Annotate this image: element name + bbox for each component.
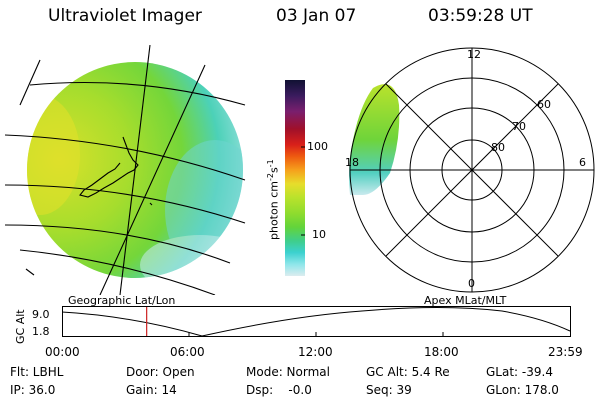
time-label: 03:59:28 UT: [428, 6, 533, 26]
mlat-label-70: 70: [512, 120, 526, 133]
glon-info: GLon: 178.0: [486, 383, 559, 397]
timeline-ylabel: GC Alt: [14, 309, 27, 344]
color-bar: [285, 80, 305, 276]
polar-mlt-plot: [349, 47, 595, 293]
geographic-map: [4, 45, 246, 295]
mlt-label-0: 0: [468, 277, 475, 290]
altitude-curve: [62, 307, 571, 337]
mlt-label-12: 12: [467, 48, 481, 61]
auroral-image-segment: [349, 84, 400, 195]
glat-info: GLat: -39.4: [486, 365, 553, 379]
mlat-label-60: 60: [537, 98, 551, 111]
mode-info: Mode: Normal: [246, 365, 330, 379]
polar-grid: [349, 47, 595, 293]
colorbar-tick-100: 100: [307, 140, 328, 153]
app-title: Ultraviolet Imager: [48, 6, 202, 26]
timeline-xtick-2359: 23:59: [548, 345, 583, 359]
timeline-xtick-0000: 00:00: [45, 345, 80, 359]
timeline-xtick-1200: 12:00: [298, 345, 333, 359]
new-zealand-coastline: [25, 136, 153, 276]
mlt-label-18: 18: [345, 156, 359, 169]
timeline-ytick-max: 9.0: [32, 308, 50, 321]
mlat-label-80: 80: [491, 141, 505, 154]
timeline-xtick-0600: 06:00: [170, 345, 205, 359]
seq-info: Seq: 39: [366, 383, 412, 397]
gc-alt-info: GC Alt: 5.4 Re: [366, 365, 450, 379]
door-info: Door: Open: [126, 365, 195, 379]
filter-info: Flt: LBHL: [10, 365, 64, 379]
apex-map-label: Apex MLat/MLT: [424, 294, 507, 307]
timeline-xtick-1800: 18:00: [424, 345, 459, 359]
geographic-map-label: Geographic Lat/Lon: [68, 294, 176, 307]
colorbar-tick-10: 10: [312, 228, 326, 241]
gain-info: Gain: 14: [126, 383, 177, 397]
timeline-ytick-min: 1.8: [32, 325, 50, 338]
color-scale: [285, 80, 305, 276]
colorbar-unit-label: photon cm-2s-1: [266, 159, 281, 240]
mlt-label-6: 6: [579, 156, 586, 169]
date-label: 03 Jan 07: [276, 6, 357, 26]
lat-lon-grid: [4, 45, 246, 295]
altitude-timeline: [62, 306, 571, 337]
dsp-info: Dsp: -0.0: [246, 383, 312, 397]
ip-info: IP: 36.0: [10, 383, 56, 397]
